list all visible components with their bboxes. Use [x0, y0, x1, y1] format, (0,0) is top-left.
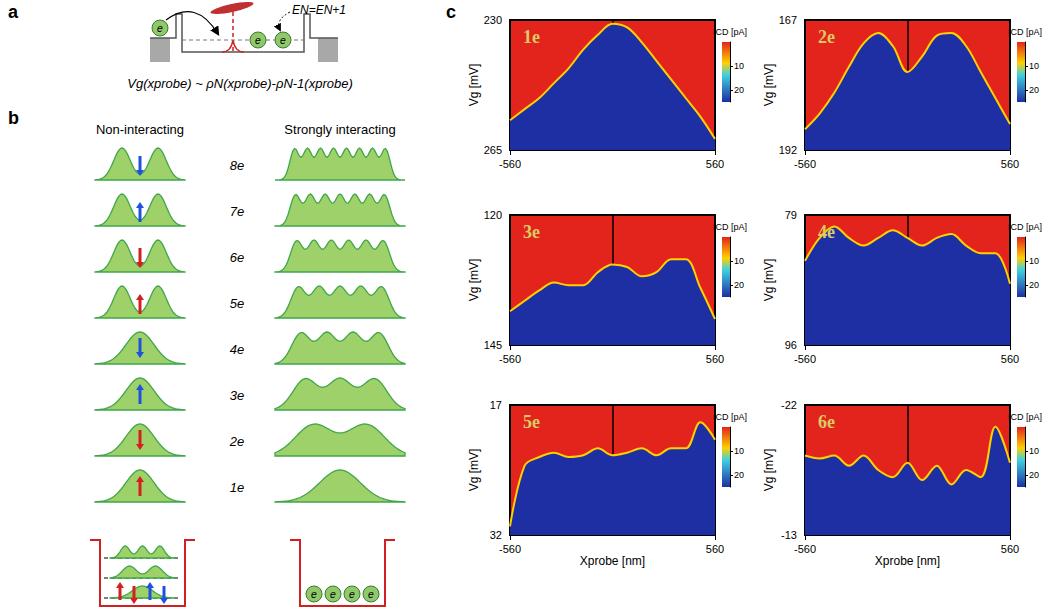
svg-text:560: 560 — [1001, 543, 1019, 555]
svg-text:Vg [mV]: Vg [mV] — [467, 259, 481, 302]
svg-text:e: e — [280, 35, 286, 46]
svg-text:192: 192 — [779, 144, 797, 156]
svg-text:Vg [mV]: Vg [mV] — [762, 64, 776, 107]
svg-text:560: 560 — [706, 543, 724, 555]
svg-text:5e: 5e — [523, 412, 540, 432]
svg-text:560: 560 — [1001, 158, 1019, 170]
svg-text:560: 560 — [1001, 353, 1019, 365]
svg-text:e: e — [255, 35, 261, 46]
svg-text:Vg [mV]: Vg [mV] — [762, 259, 776, 302]
svg-text:Xprobe [nm]: Xprobe [nm] — [875, 554, 940, 568]
svg-text:10: 10 — [1029, 256, 1039, 266]
svg-text:-13: -13 — [781, 529, 797, 541]
svg-text:b: b — [8, 108, 19, 128]
svg-text:-560: -560 — [499, 543, 521, 555]
svg-text:Vg [mV]: Vg [mV] — [467, 449, 481, 492]
svg-text:10: 10 — [734, 61, 744, 71]
svg-text:7e: 7e — [230, 204, 244, 219]
svg-text:20: 20 — [734, 85, 744, 95]
svg-text:ICD [pA]: ICD [pA] — [1008, 412, 1042, 422]
svg-text:3e: 3e — [230, 388, 244, 403]
svg-text:ICD [pA]: ICD [pA] — [713, 27, 747, 37]
svg-text:ICD [pA]: ICD [pA] — [1008, 27, 1042, 37]
svg-text:e: e — [349, 589, 355, 600]
svg-text:20: 20 — [1029, 85, 1039, 95]
svg-text:10: 10 — [734, 446, 744, 456]
svg-text:-560: -560 — [794, 543, 816, 555]
svg-text:e: e — [157, 23, 163, 34]
svg-text:167: 167 — [779, 14, 797, 26]
svg-text:265: 265 — [484, 144, 502, 156]
svg-text:e: e — [311, 589, 317, 600]
svg-text:4e: 4e — [230, 342, 244, 357]
svg-text:a: a — [8, 2, 19, 22]
svg-text:20: 20 — [1029, 470, 1039, 480]
svg-text:4e: 4e — [818, 222, 835, 242]
svg-text:2e: 2e — [229, 434, 244, 449]
svg-text:1e: 1e — [523, 27, 540, 47]
svg-text:-22: -22 — [781, 399, 797, 411]
svg-text:Vg [mV]: Vg [mV] — [762, 449, 776, 492]
svg-text:32: 32 — [490, 529, 502, 541]
svg-text:Non-interacting: Non-interacting — [96, 122, 184, 137]
svg-text:120: 120 — [484, 209, 502, 221]
svg-text:8e: 8e — [230, 158, 244, 173]
svg-text:6e: 6e — [818, 412, 835, 432]
svg-text:2e: 2e — [818, 27, 835, 47]
svg-text:Strongly interacting: Strongly interacting — [284, 122, 395, 137]
html-text:c: c — [446, 2, 456, 22]
svg-text:-560: -560 — [499, 158, 521, 170]
svg-text:79: 79 — [785, 209, 797, 221]
svg-text:ICD [pA]: ICD [pA] — [713, 412, 747, 422]
svg-text:-560: -560 — [794, 158, 816, 170]
svg-text:145: 145 — [484, 339, 502, 351]
svg-text:96: 96 — [785, 339, 797, 351]
svg-text:e: e — [330, 589, 336, 600]
svg-text:6e: 6e — [230, 250, 244, 265]
svg-text:10: 10 — [1029, 446, 1039, 456]
svg-text:ICD [pA]: ICD [pA] — [1008, 222, 1042, 232]
svg-text:20: 20 — [1029, 280, 1039, 290]
svg-text:Vg(xprobe) ~ ρN(xprobe)-ρN-1(x: Vg(xprobe) ~ ρN(xprobe)-ρN-1(xprobe) — [127, 76, 353, 91]
svg-text:1e: 1e — [230, 480, 244, 495]
svg-text:-560: -560 — [794, 353, 816, 365]
svg-text:3e: 3e — [523, 222, 540, 242]
svg-text:560: 560 — [706, 353, 724, 365]
svg-text:20: 20 — [734, 470, 744, 480]
svg-text:10: 10 — [1029, 61, 1039, 71]
svg-text:20: 20 — [734, 280, 744, 290]
svg-text:5e: 5e — [230, 296, 244, 311]
svg-text:EN=EN+1: EN=EN+1 — [292, 3, 346, 17]
svg-text:e: e — [368, 589, 374, 600]
svg-text:10: 10 — [734, 256, 744, 266]
svg-text:-560: -560 — [499, 353, 521, 365]
svg-text:17: 17 — [490, 399, 502, 411]
svg-text:Xprobe [nm]: Xprobe [nm] — [580, 554, 645, 568]
svg-text:230: 230 — [484, 14, 502, 26]
svg-text:Vg [mV]: Vg [mV] — [467, 64, 481, 107]
svg-text:560: 560 — [706, 158, 724, 170]
svg-text:ICD [pA]: ICD [pA] — [713, 222, 747, 232]
